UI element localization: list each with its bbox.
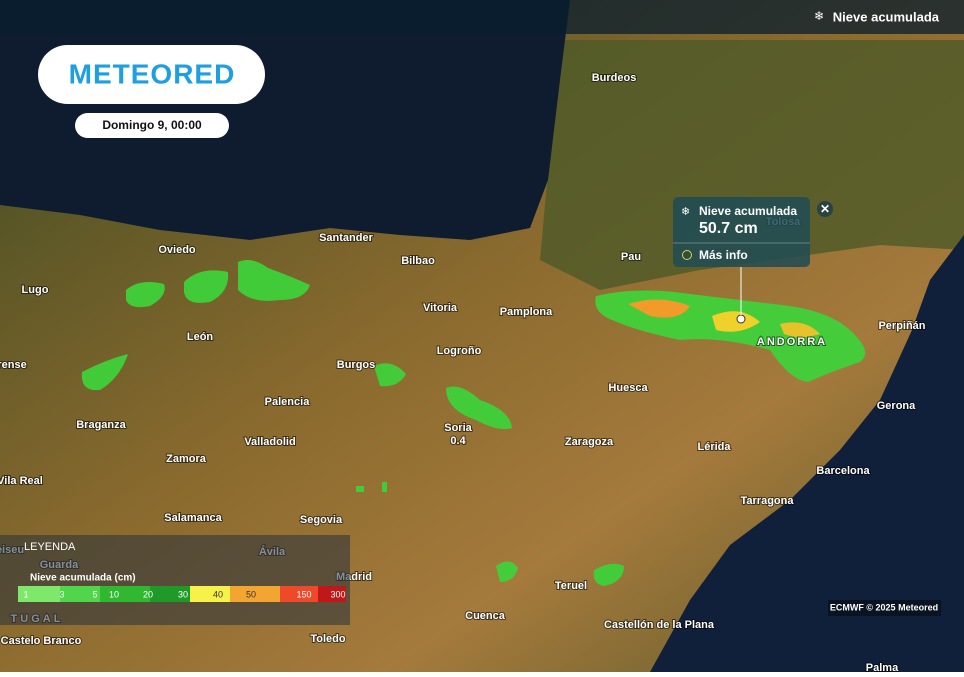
legend-swatch — [280, 586, 318, 602]
legend-swatch — [18, 586, 60, 602]
legend-swatch — [230, 586, 280, 602]
city-label: Salamanca — [164, 512, 222, 524]
city-label: Oviedo — [158, 244, 196, 256]
city-label: Lugo — [22, 284, 49, 296]
city-label: Bilbao — [401, 255, 435, 267]
date-pill — [75, 113, 229, 138]
legend-tick: 50 — [246, 589, 256, 599]
legend-tick: 1 — [23, 589, 28, 599]
city-label: Braganza — [76, 419, 126, 431]
city-label: Palencia — [265, 396, 311, 408]
city-label: Vila Real — [0, 475, 43, 487]
city-label: Gerona — [877, 400, 916, 412]
city-label: Soria — [444, 422, 472, 434]
legend-swatch — [60, 586, 100, 602]
attribution-bg — [828, 600, 941, 616]
city-label: Zaragoza — [565, 436, 614, 448]
city-label: Burdeos — [592, 72, 637, 84]
top-bar — [0, 0, 964, 34]
legend-tick: 30 — [178, 589, 188, 599]
city-label: Huesca — [608, 382, 648, 394]
close-icon[interactable]: ✕ — [820, 202, 830, 216]
legend-tick: 3 — [59, 589, 64, 599]
city-label: Toledo — [310, 633, 346, 645]
city-label: Barcelona — [816, 465, 870, 477]
legend-swatch — [190, 586, 230, 602]
popup — [673, 197, 810, 267]
city-label: Valladolid — [244, 436, 295, 448]
legend-scale: 1 3 5 10 20 30 40 50 150 300 — [18, 586, 346, 602]
city-label: Vitoria — [423, 302, 458, 314]
attribution: ECMWF © 2025 Meteored — [830, 602, 938, 612]
city-label: Palma — [866, 662, 899, 672]
info-icon — [682, 250, 692, 260]
france — [540, 40, 964, 290]
logo[interactable]: METEORED — [69, 58, 236, 89]
city-label: Perpiñán — [878, 320, 925, 332]
city-label: rense — [0, 359, 27, 371]
popup-icon: ❄ — [681, 206, 690, 218]
legend-subtitle: Nieve acumulada (cm) — [30, 573, 136, 584]
city-label: Santander — [319, 232, 374, 244]
city-label: 0.4 — [450, 435, 466, 447]
legend-tick: 40 — [213, 589, 223, 599]
legend-tick: 20 — [143, 589, 153, 599]
legend-tick: 300 — [330, 589, 345, 599]
city-label: León — [187, 331, 214, 343]
city-label: Lérida — [697, 441, 731, 453]
date[interactable]: Domingo 9, 00:00 — [102, 118, 202, 132]
city-label: Castelo Branco — [1, 635, 82, 647]
popup-value: 50.7 cm — [699, 220, 758, 237]
city-label: Pau — [621, 251, 641, 263]
legend-swatch — [150, 586, 190, 602]
city-label: Castellón de la Plana — [604, 619, 715, 631]
legend-title: LEYENDA — [24, 541, 76, 553]
snow-areas — [81, 260, 866, 586]
city-label: Segovia — [300, 514, 343, 526]
city-label: Burgos — [337, 359, 376, 371]
legend-tick: 150 — [296, 589, 311, 599]
mediterranean — [650, 235, 964, 672]
city-label: Pamplona — [500, 306, 553, 318]
legend-swatch — [100, 586, 150, 602]
popup-title: Nieve acumulada — [699, 204, 797, 218]
layer-title[interactable]: Nieve acumulada — [833, 9, 940, 24]
city-label: ANDORRA — [757, 336, 827, 348]
city-label: Zamora — [166, 453, 207, 465]
legend-swatch — [318, 586, 346, 602]
snow-core — [712, 311, 760, 332]
logo-pill — [38, 45, 265, 104]
legend-tick: 5 — [92, 589, 97, 599]
snow-icon: ❄ — [814, 9, 824, 23]
city-label: Tarragona — [741, 495, 795, 507]
city-label: Cuenca — [465, 610, 506, 622]
legend-box — [0, 535, 350, 625]
popup-link[interactable]: Más info — [699, 248, 748, 262]
legend-tick: 10 — [109, 589, 119, 599]
snow-core — [628, 299, 690, 318]
selected-point[interactable] — [736, 314, 746, 324]
city-label: Logroño — [437, 345, 482, 357]
city-label: Teruel — [555, 580, 587, 592]
close-button[interactable] — [817, 201, 833, 217]
snow-core — [780, 322, 820, 337]
